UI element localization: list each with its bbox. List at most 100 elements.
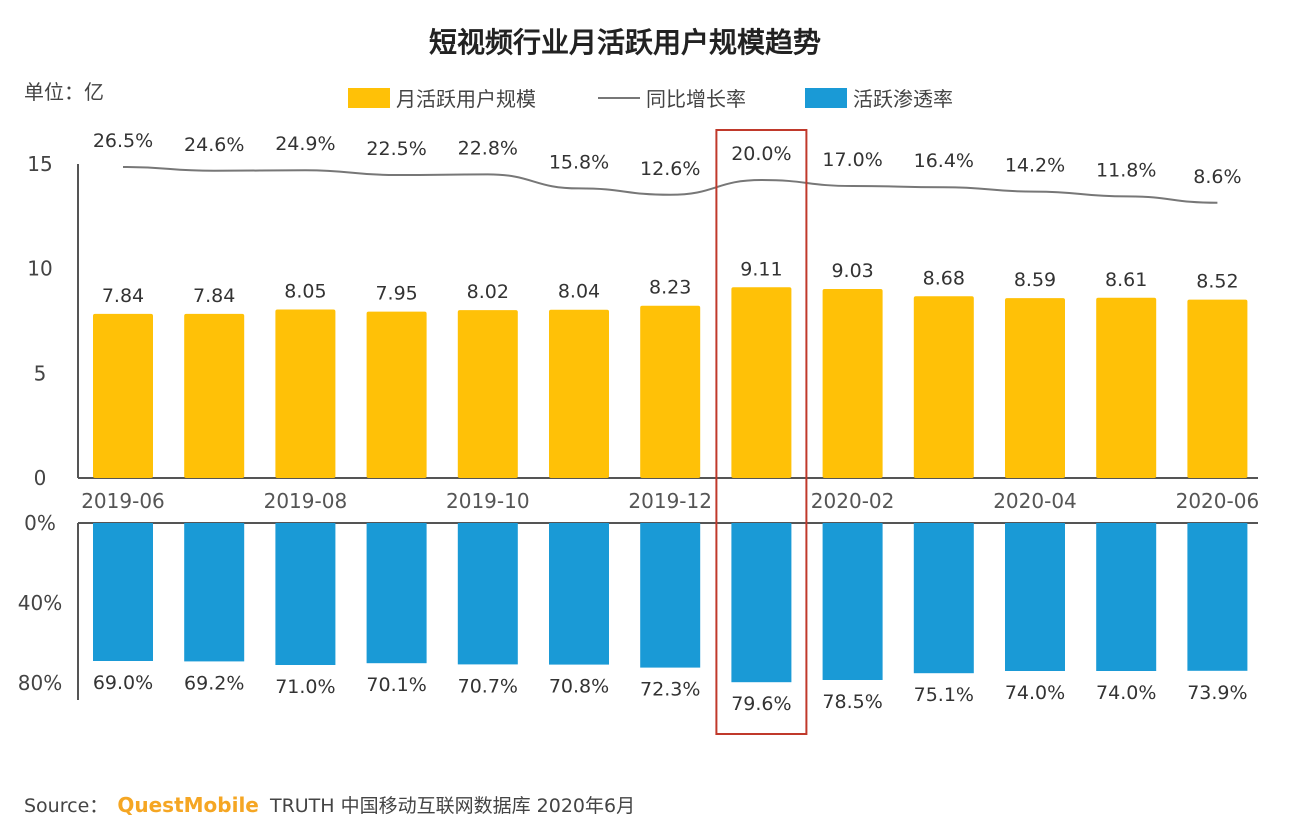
mau-bar	[366, 311, 427, 478]
growth-value-label: 12.6%	[640, 158, 700, 180]
penetration-value-label: 70.8%	[549, 676, 609, 698]
top-y-tick: 5	[34, 361, 47, 385]
mau-value-label: 8.61	[1105, 269, 1147, 291]
penetration-value-label: 78.5%	[822, 691, 882, 713]
penetration-value-label: 69.0%	[93, 672, 153, 694]
source-prefix: Source：	[24, 795, 108, 817]
legend-swatch-penetration	[805, 88, 847, 108]
penetration-value-label: 72.3%	[640, 679, 700, 701]
mau-bar	[822, 288, 883, 478]
mau-value-label: 8.04	[558, 281, 600, 303]
top-y-tick: 0	[34, 466, 47, 490]
unit-label: 单位：亿	[24, 80, 104, 104]
source-line: Source： QuestMobile TRUTH 中国移动互联网数据库 202…	[24, 793, 635, 817]
penetration-bar	[93, 523, 153, 661]
penetration-value-label: 70.7%	[458, 675, 518, 697]
mau-value-label: 9.11	[740, 258, 782, 280]
mau-value-label: 8.59	[1014, 269, 1056, 291]
mau-bar	[913, 296, 974, 478]
penetration-bar	[913, 523, 974, 674]
growth-value-label: 17.0%	[822, 149, 882, 171]
penetration-value-label: 74.0%	[1005, 682, 1065, 704]
legend-label-growth: 同比增长率	[646, 87, 746, 111]
penetration-bar	[1005, 523, 1065, 671]
penetration-bar	[275, 523, 336, 665]
growth-value-label: 15.8%	[549, 151, 609, 173]
mau-bar	[1096, 297, 1157, 478]
bottom-y-tick: 40%	[18, 591, 62, 615]
source-brand: QuestMobile	[117, 793, 259, 817]
penetration-value-label: 73.9%	[1187, 682, 1247, 704]
mau-value-label: 8.05	[284, 280, 326, 302]
growth-value-label: 14.2%	[1005, 155, 1065, 177]
bottom-y-tick: 0%	[24, 511, 56, 535]
legend-label-penetration: 活跃渗透率	[853, 87, 953, 111]
growth-value-label: 11.8%	[1096, 159, 1156, 181]
growth-line-group: 26.5% 24.6% 24.9% 22.5% 22.8% 15.8% 12.6% 20.0%…	[93, 130, 1242, 204]
mau-value-label: 8.52	[1196, 271, 1238, 293]
penetration-value-label: 75.1%	[914, 684, 974, 706]
mau-bar	[1187, 299, 1248, 478]
penetration-bar	[822, 523, 883, 680]
legend: 月活跃用户规模 同比增长率 活跃渗透率	[348, 87, 953, 111]
x-tick-label: 2020-04	[993, 489, 1077, 513]
mau-bar	[1005, 298, 1065, 478]
top-y-tick: 15	[27, 152, 52, 176]
highlight-box	[715, 129, 808, 735]
growth-value-label: 26.5%	[93, 130, 153, 152]
mau-bar	[457, 310, 518, 478]
mau-bar	[640, 305, 701, 478]
mau-bar	[184, 313, 245, 478]
x-tick-label: 2019-12	[628, 489, 712, 513]
mau-value-label: 7.84	[193, 285, 235, 307]
mau-value-label: 8.02	[467, 281, 509, 303]
top-y-tick: 10	[27, 257, 52, 281]
penetration-bars: 69.0% 69.2% 71.0% 70.1% 70.7% 70.8% 72.3% 79.6%…	[93, 523, 1248, 715]
bottom-y-tick: 80%	[18, 671, 62, 695]
source-rest: TRUTH 中国移动互联网数据库 2020年6月	[269, 795, 635, 817]
chart-title: 短视频行业月活跃用户规模趋势	[429, 26, 821, 59]
penetration-value-label: 74.0%	[1096, 682, 1156, 704]
x-tick-label: 2020-02	[811, 489, 895, 513]
top-y-ticks: 0 5 10 15	[27, 152, 52, 490]
x-tick-label: 2019-10	[446, 489, 530, 513]
penetration-value-label: 79.6%	[731, 693, 791, 715]
penetration-bar	[1096, 523, 1157, 671]
penetration-value-label: 70.1%	[366, 674, 426, 696]
growth-line	[122, 166, 1218, 204]
growth-value-label: 24.6%	[184, 134, 244, 156]
x-tick-labels: 2019-06 2019-08 2019-10 2019-12 2020-02 2020-…	[81, 489, 1259, 513]
x-tick-label: 2019-08	[264, 489, 348, 513]
mau-value-label: 7.84	[102, 285, 144, 307]
legend-swatch-mau	[348, 88, 390, 108]
mau-value-label: 9.03	[831, 260, 873, 282]
growth-value-label: 22.8%	[458, 137, 518, 159]
mau-bar	[275, 309, 336, 478]
mau-bars: 7.84 7.84 8.05 7.95 8.02 8.04 8.23 9.11 9.03 8.68…	[93, 258, 1248, 478]
mau-value-label: 7.95	[375, 283, 417, 305]
mau-bar	[93, 313, 153, 478]
penetration-bar	[549, 523, 609, 665]
growth-value-label: 16.4%	[914, 150, 974, 172]
penetration-bar	[731, 523, 792, 683]
mau-bar	[549, 309, 609, 478]
legend-label-mau: 月活跃用户规模	[396, 87, 536, 111]
x-tick-label: 2019-06	[81, 489, 165, 513]
growth-value-label: 8.6%	[1193, 166, 1241, 188]
mau-value-label: 8.23	[649, 277, 691, 299]
penetration-bar	[457, 523, 518, 665]
mau-bar	[731, 287, 792, 478]
bottom-y-ticks: 0% 40% 80%	[18, 511, 62, 695]
penetration-bar	[1187, 523, 1248, 671]
growth-value-label: 24.9%	[275, 133, 335, 155]
x-tick-label: 2020-06	[1176, 489, 1260, 513]
penetration-bar	[184, 523, 245, 662]
penetration-value-label: 69.2%	[184, 672, 244, 694]
mau-value-label: 8.68	[923, 267, 965, 289]
growth-value-label: 22.5%	[366, 138, 426, 160]
penetration-value-label: 71.0%	[275, 676, 335, 698]
penetration-bar	[366, 523, 427, 664]
penetration-bar	[640, 523, 701, 668]
growth-value-label: 20.0%	[731, 143, 791, 165]
